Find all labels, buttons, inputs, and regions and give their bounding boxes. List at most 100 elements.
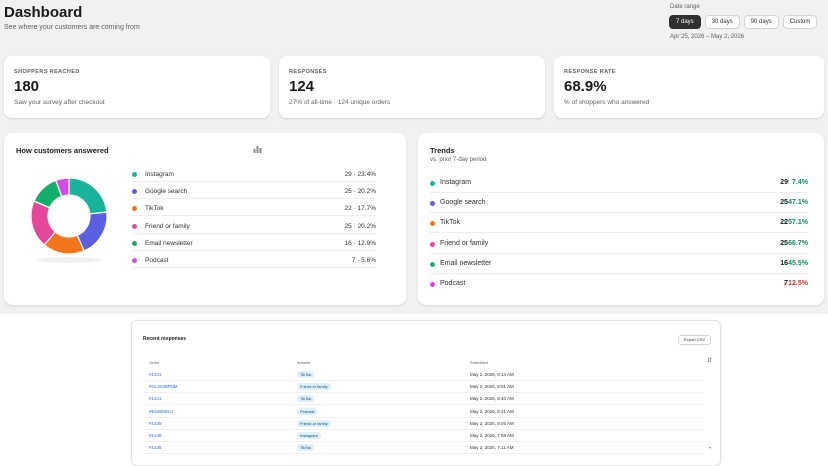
submitted-date: May 2, 2026, 7:58 AM <box>470 433 514 438</box>
bar-chart-icon[interactable] <box>253 145 262 153</box>
divider <box>143 441 703 442</box>
legend-value: 25 · 20.2% <box>344 188 376 196</box>
trend-count: 29 <box>780 179 788 186</box>
trend-label: Friend or family <box>440 239 489 247</box>
order-link[interactable]: #1436 <box>149 445 162 451</box>
kpi-value: 68.9% <box>564 78 607 95</box>
kpi-card-shoppers-reached: SHOPPERS REACHED 180 Saw your survey aft… <box>4 56 270 118</box>
trend-count: 22 <box>780 219 788 227</box>
table-row[interactable]: #1439 Friend or family May 2, 2026, 8:05 A… <box>143 418 703 430</box>
legend-item: Instagram 29 · 23.4% <box>132 168 376 182</box>
table-row[interactable]: #1436 TikTok May 2, 2026, 7:11 AM <box>143 442 703 455</box>
order-link[interactable]: #1439 <box>149 420 162 426</box>
date-range-90-days-button[interactable]: 90 days <box>743 15 779 29</box>
donut-slice-instagram[interactable] <box>68 177 108 215</box>
legend-dot <box>132 172 137 177</box>
donut-slice-podcast[interactable] <box>55 177 70 198</box>
recent-responses-title: Recent responses <box>143 336 187 342</box>
scroll-indicator[interactable]: ▾ <box>708 445 711 450</box>
kpi-note: 27% of all-time · 124 unique orders <box>289 99 391 106</box>
order-link[interactable]: #1441 <box>149 372 162 377</box>
legend-item: TikTok 22 · 17.7% <box>132 202 376 217</box>
divider <box>143 416 703 418</box>
divider <box>430 192 808 193</box>
donut-chart <box>30 177 108 263</box>
column-header-submitted[interactable]: Submitted <box>470 360 489 365</box>
kpi-card-responses: RESPONSES 124 27% of all-time · 124 uniq… <box>279 56 545 118</box>
trend-change: ↑ 7.4% <box>786 179 808 186</box>
date-range-7-days-button[interactable]: 7 days <box>669 15 701 29</box>
order-link[interactable]: #EGB59GU <box>149 408 173 414</box>
legend-value: 29 · 23.4% <box>344 171 376 178</box>
table-row[interactable]: #1441 TikTok May 2, 2026, 9:14 AM <box>143 369 703 381</box>
legend-value: 16 · 12.9% <box>344 239 376 247</box>
divider <box>143 392 703 394</box>
trend-item: Instagram 29 ↑ 7.4% <box>430 173 808 193</box>
order-link[interactable]: #GL2049PNM <box>149 384 178 390</box>
trend-label: Google search <box>440 199 486 207</box>
date-range-label: Date range <box>670 4 700 10</box>
trends-card: Trends vs. prior 7-day period Instagram 2… <box>418 133 824 305</box>
recent-responses-card: Recent responses Export CSV ⇵ Order Answ… <box>131 320 721 466</box>
legend-label: Friend or family <box>145 222 190 230</box>
submitted-date: May 2, 2026, 8:05 AM <box>470 420 514 426</box>
divider <box>132 232 376 234</box>
table-row[interactable]: #GL2049PNM Friend or family May 2, 2026, 8… <box>143 381 703 394</box>
column-header-order[interactable]: Order <box>149 360 160 365</box>
submitted-date: May 2, 2026, 7:11 AM <box>470 445 514 451</box>
table-row[interactable]: #1438 Instagram May 2, 2026, 7:58 AM <box>143 430 703 442</box>
submitted-date: May 2, 2026, 8:21 AM <box>470 408 514 414</box>
trend-change: ↑ 47.1% <box>782 199 808 207</box>
trend-change: ↓ 12.5% <box>782 280 808 287</box>
trend-item: TikTok 22 ↑ 57.1% <box>430 213 808 234</box>
legend-dot <box>132 206 137 212</box>
kpi-label: RESPONSES <box>289 69 327 75</box>
legend-value: 22 · 17.7% <box>344 205 376 213</box>
answers-title: How customers answered <box>16 146 109 155</box>
date-range-custom-button[interactable]: Custom <box>782 15 818 29</box>
legend-item: Podcast 7 · 5.6% <box>132 254 376 268</box>
date-range-30-days-button[interactable]: 30 days <box>704 15 740 29</box>
answer-badge: Friend or family <box>297 383 331 391</box>
trend-dot <box>430 282 435 287</box>
legend-dot <box>132 189 137 195</box>
divider <box>430 272 808 274</box>
kpi-value: 124 <box>289 78 315 95</box>
divider <box>132 267 376 268</box>
divider <box>143 453 703 455</box>
kpi-label: RESPONSE RATE <box>564 69 616 75</box>
divider <box>132 198 376 200</box>
legend-dot <box>132 223 137 229</box>
page-subtitle: See where your customers are coming from <box>4 24 140 31</box>
trend-change: ↑ 45.5% <box>782 259 808 267</box>
kpi-note: Saw your survey after checkout <box>14 99 105 106</box>
answers-card: How customers answered Instagram 29 · 23.… <box>4 133 406 305</box>
trend-dot <box>430 221 435 227</box>
trend-dot <box>430 201 435 207</box>
submitted-date: May 2, 2026, 9:14 AM <box>470 372 514 377</box>
kpi-value: 180 <box>14 78 40 95</box>
kpi-label: SHOPPERS REACHED <box>14 69 80 75</box>
page-title: Dashboard <box>4 4 83 21</box>
answer-badge: Friend or family <box>297 419 331 427</box>
table-row[interactable]: #1441 TikTok May 2, 2026, 8:40 AM <box>143 393 703 406</box>
trend-count: 16 <box>780 259 788 267</box>
column-header-answer[interactable]: Answer <box>297 360 311 365</box>
trend-change: ↑ 57.1% <box>782 219 808 227</box>
trend-label: Instagram <box>440 179 472 186</box>
trend-change: ↑ 66.7% <box>782 239 808 247</box>
sort-icon[interactable]: ⇵ <box>706 358 712 364</box>
donut-shadow <box>37 257 101 263</box>
table-row[interactable]: #EGB59GU Podcast May 2, 2026, 8:21 AM <box>143 406 703 418</box>
trends-title: Trends <box>430 146 455 155</box>
answer-badge: Instagram <box>297 432 321 439</box>
answer-badge: Podcast <box>297 407 318 415</box>
legend-label: Google search <box>145 188 188 196</box>
export-csv-button[interactable]: Export CSV <box>678 335 711 345</box>
divider <box>132 249 376 251</box>
order-link[interactable]: #1438 <box>149 433 162 438</box>
legend-label: Podcast <box>145 257 169 264</box>
trend-item: Email newsletter 16 ↑ 45.5% <box>430 254 808 274</box>
answer-badge: TikTok <box>297 444 315 452</box>
order-link[interactable]: #1441 <box>149 396 162 402</box>
